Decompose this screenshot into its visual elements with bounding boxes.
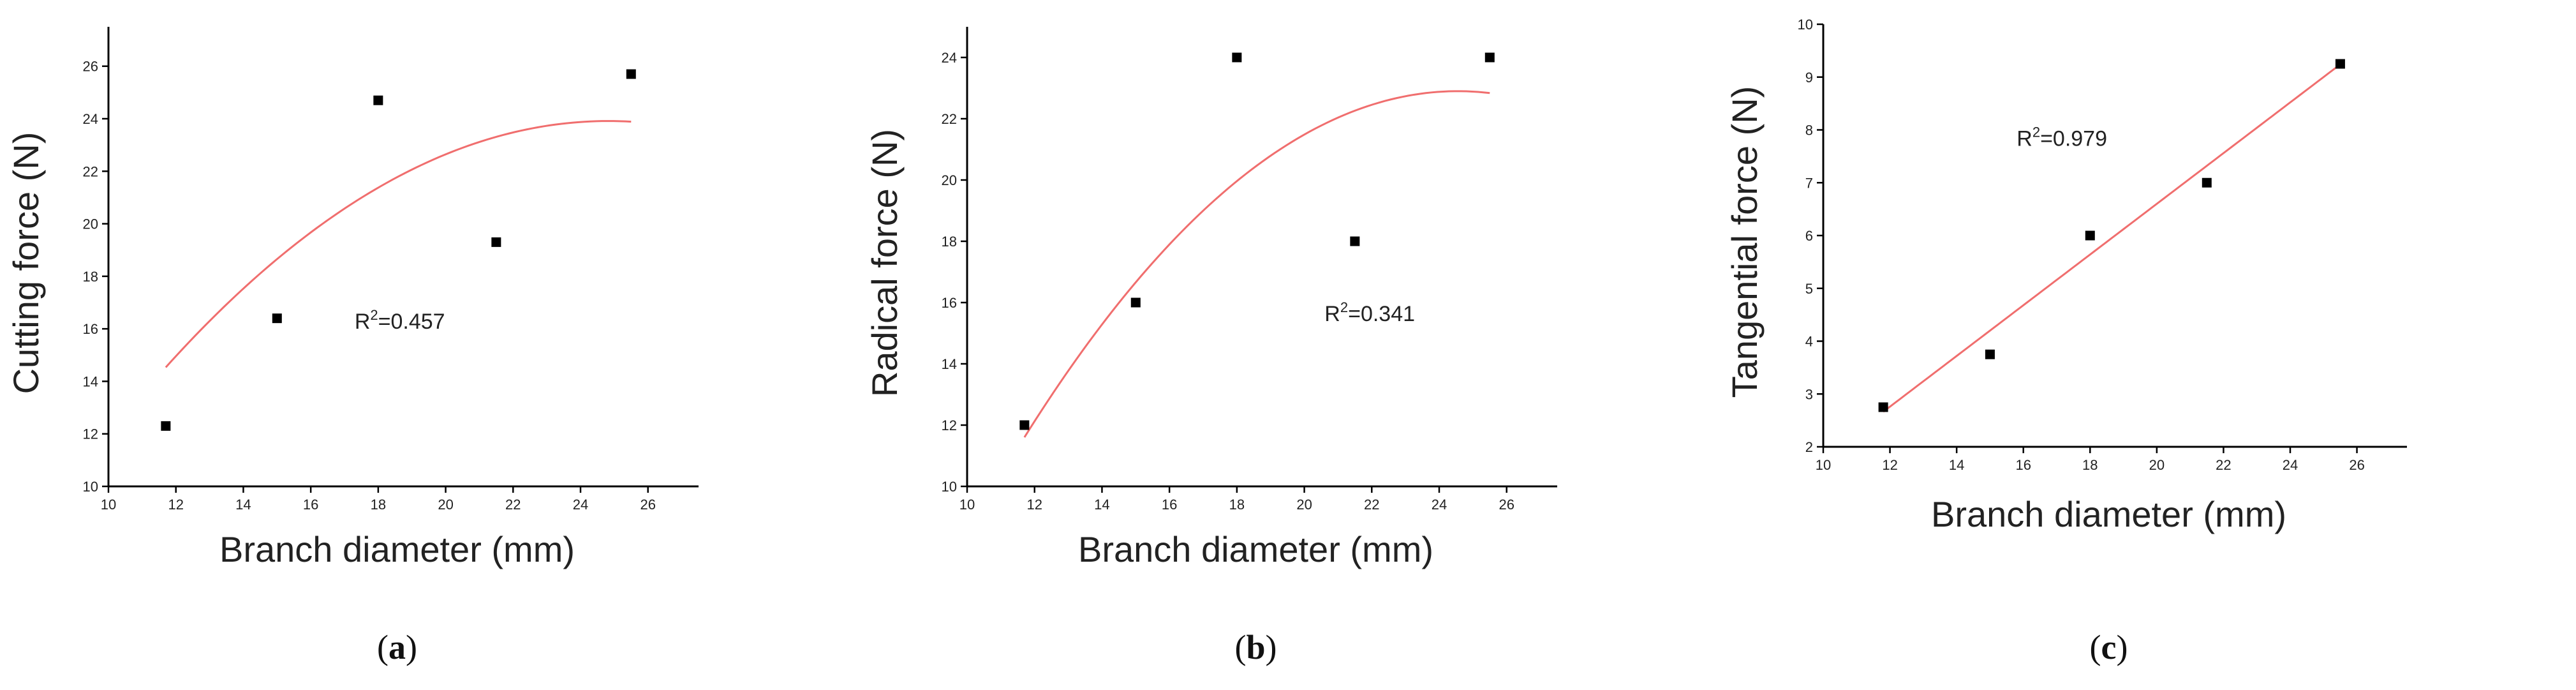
chart-c-x-axis-title: Branch diameter (mm) [1931, 494, 2286, 534]
panel-c: 10 12 14 16 18 20 22 24 26 2 3 4 5 6 7 8 9 10 Branch diame… [1717, 0, 2576, 690]
chart-c-x-tick-label: 18 [2082, 457, 2098, 473]
chart-c-y-axis-title: Tangential force (N) [1724, 86, 1765, 398]
chart-a-x-tick-label: 18 [371, 497, 386, 513]
chart-c: 10 12 14 16 18 20 22 24 26 2 3 4 5 6 7 8 9 10 Branch diame… [1724, 17, 2407, 666]
chart-c-x-tick-label: 24 [2283, 457, 2298, 473]
chart-a-panel-label: (a) [377, 628, 417, 666]
chart-c-y-tick-label: 5 [1805, 281, 1813, 297]
chart-a-x-tick-label: 14 [235, 497, 251, 513]
chart-c-r2-annotation: R2=0.979 [2017, 124, 2107, 151]
chart-a-data-point [373, 95, 383, 105]
chart-a-y-tick-label: 20 [83, 216, 98, 232]
chart-b-y-tick-label: 10 [942, 479, 957, 495]
chart-a-y-tick-label: 24 [83, 111, 98, 127]
chart-b-data-point [1232, 52, 1242, 63]
chart-b-y-axis-title: Radical force (N) [864, 129, 905, 397]
chart-c-x-tick-label: 14 [1949, 457, 1964, 473]
chart-a-y-tick-label: 18 [83, 269, 98, 285]
panel-b: 10 12 14 16 18 20 22 24 26 10 12 14 16 18 20 22 24 Branch… [859, 0, 1717, 690]
chart-c-data-point [2202, 177, 2212, 188]
chart-c-x-tick-label: 26 [2349, 457, 2364, 473]
chart-a-y-tick-label: 22 [83, 163, 98, 179]
chart-b-x-tick-label: 18 [1229, 497, 1245, 513]
chart-c-y-tick-label: 6 [1805, 228, 1813, 244]
chart-c-x-tick-label: 10 [1816, 457, 1831, 473]
chart-b-y-tick-label: 22 [942, 111, 957, 127]
chart-b-data-point [1130, 297, 1141, 308]
chart-a-data-point [161, 421, 171, 431]
chart-a-x-tick-label: 10 [101, 497, 116, 513]
chart-c-panel-label: (c) [2090, 628, 2128, 666]
chart-b-data-point [1019, 420, 1030, 430]
chart-b-x-tick-label: 22 [1364, 497, 1379, 513]
chart-b-x-tick-label: 10 [959, 497, 975, 513]
chart-c-fit-line [1883, 63, 2341, 413]
chart-a-y-tick-label: 26 [83, 59, 98, 75]
chart-b-y-tick-label: 16 [942, 295, 957, 311]
chart-c-y-tick-label: 8 [1805, 123, 1813, 139]
chart-a-x-axis-title: Branch diameter (mm) [219, 529, 575, 569]
chart-a: 10 12 14 16 18 20 22 24 26 10 12 14 16 18 20 22 24 26 Bran… [6, 27, 699, 666]
chart-b-fit-line [1023, 90, 1490, 438]
chart-b-x-tick-label: 26 [1499, 497, 1514, 513]
chart-a-y-tick-label: 16 [83, 321, 98, 337]
chart-a-data-point [626, 69, 636, 79]
chart-b-x-tick-label: 12 [1026, 497, 1042, 513]
chart-c-data-point [1878, 402, 1888, 412]
chart-b-y-tick-label: 24 [942, 50, 957, 66]
chart-a-x-tick-label: 20 [438, 497, 453, 513]
chart-b-x-tick-label: 24 [1432, 497, 1447, 513]
chart-c-data-point [1985, 349, 1995, 359]
chart-b-x-axis-title: Branch diameter (mm) [1078, 529, 1433, 569]
chart-c-x-tick-label: 12 [1882, 457, 1897, 473]
chart-c-x-tick-label: 20 [2149, 457, 2165, 473]
chart-b-x-tick-label: 14 [1094, 497, 1109, 513]
chart-a-data-point [272, 313, 282, 324]
chart-c-x-tick-label: 22 [2216, 457, 2231, 473]
chart-a-r2-annotation: R2=0.457 [355, 307, 445, 334]
chart-a-y-tick-label: 14 [83, 373, 98, 389]
panel-a: 10 12 14 16 18 20 22 24 26 10 12 14 16 18 20 22 24 26 Bran… [0, 0, 859, 690]
chart-a-y-axis-title: Cutting force (N) [6, 132, 46, 394]
chart-b-y-tick-label: 12 [942, 417, 957, 433]
chart-a-x-tick-label: 26 [640, 497, 655, 513]
chart-c-y-tick-label: 10 [1798, 17, 1813, 33]
chart-b-r2-annotation: R2=0.341 [1324, 299, 1415, 326]
chart-b-y-tick-label: 20 [942, 172, 957, 188]
chart-b: 10 12 14 16 18 20 22 24 26 10 12 14 16 18 20 22 24 Branch… [864, 27, 1557, 666]
chart-c-data-point [2335, 59, 2345, 69]
chart-b-x-tick-label: 20 [1296, 497, 1312, 513]
chart-b-y-tick-label: 18 [942, 234, 957, 250]
chart-c-y-tick-label: 3 [1805, 386, 1813, 402]
chart-a-y-tick-label: 12 [83, 426, 98, 442]
chart-b-data-point [1484, 52, 1495, 63]
chart-a-data-point [491, 237, 501, 247]
chart-a-x-tick-label: 22 [505, 497, 521, 513]
chart-c-data-point [2085, 230, 2095, 241]
chart-c-y-tick-label: 2 [1805, 439, 1813, 455]
chart-c-y-tick-label: 9 [1805, 70, 1813, 86]
chart-a-fit-line [165, 120, 632, 368]
chart-a-y-tick-label: 10 [83, 479, 98, 495]
chart-c-y-tick-label: 7 [1805, 175, 1813, 191]
chart-c-y-tick-label: 4 [1805, 334, 1813, 350]
chart-b-y-tick-label: 14 [942, 356, 957, 372]
chart-c-x-tick-label: 16 [2015, 457, 2031, 473]
chart-a-x-tick-label: 16 [303, 497, 318, 513]
chart-a-x-tick-label: 24 [573, 497, 588, 513]
chart-a-x-tick-label: 12 [168, 497, 183, 513]
chart-b-panel-label: (b) [1234, 628, 1277, 666]
chart-b-x-tick-label: 16 [1162, 497, 1177, 513]
chart-b-data-point [1350, 236, 1360, 246]
